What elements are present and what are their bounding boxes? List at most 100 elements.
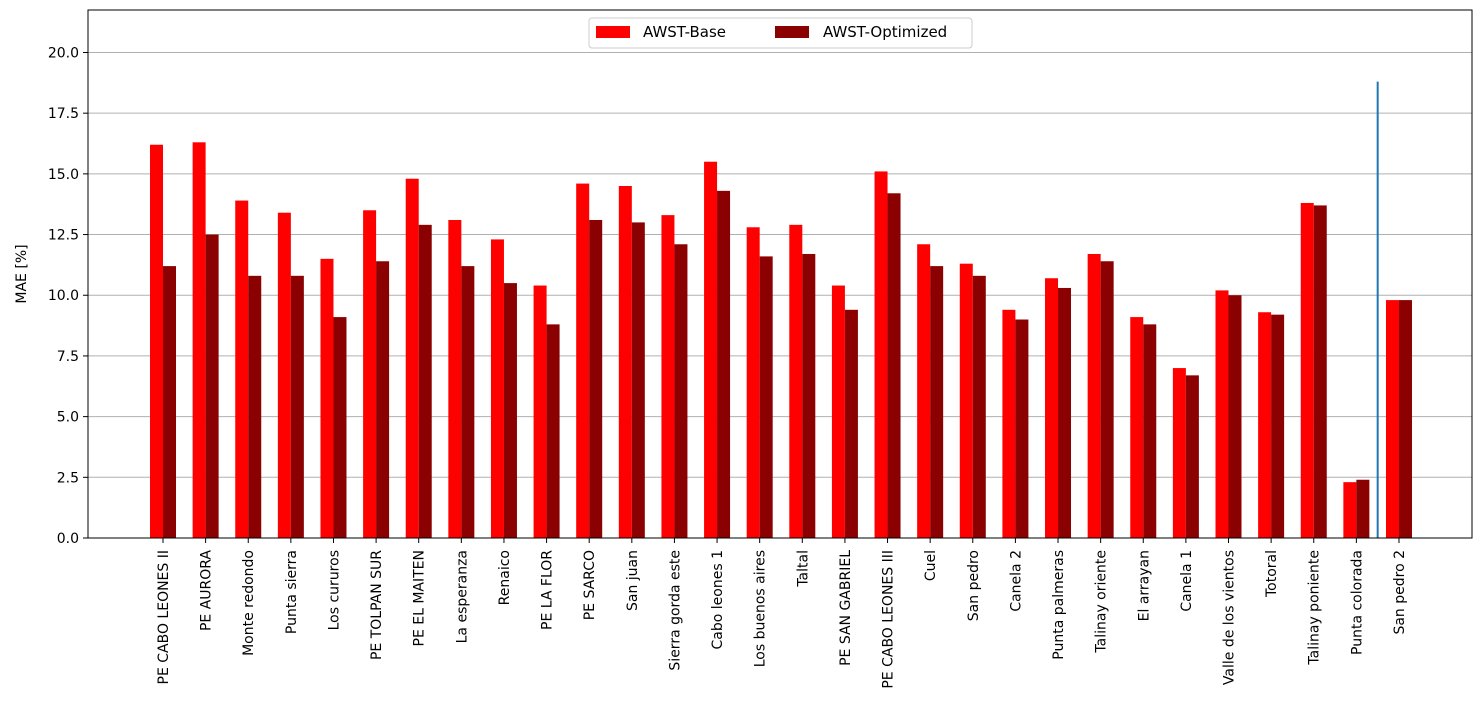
bar-awst-base — [1385, 300, 1399, 538]
bar-awst-base — [490, 239, 504, 538]
bar-awst-base — [1258, 312, 1272, 538]
y-tick-label: 5.0 — [57, 410, 79, 426]
bar-awst-optimized — [418, 224, 432, 539]
bar-awst-base — [1172, 368, 1186, 538]
bar-awst-optimized — [802, 253, 816, 538]
bar-awst-optimized — [333, 317, 347, 538]
y-tick-label: 20.0 — [48, 45, 79, 61]
bar-awst-base — [448, 219, 462, 538]
x-tick-label: Canela 1 — [1179, 550, 1195, 612]
y-tick-label: 7.5 — [57, 349, 79, 365]
x-tick-label: Cuel — [923, 550, 939, 581]
legend-label-awst-optimized: AWST-Optimized — [823, 23, 947, 41]
x-tick-label: Talinay oriente — [1094, 550, 1110, 654]
bar-awst-optimized — [376, 261, 390, 538]
bar-awst-optimized — [589, 219, 603, 538]
bar-awst-base — [1343, 482, 1357, 538]
x-tick-label: Talinay poniente — [1307, 550, 1323, 666]
x-tick-label: Punta sierra — [284, 550, 300, 634]
x-tick-label: PE AURORA — [199, 550, 215, 631]
bar-awst-base — [874, 171, 888, 538]
x-tick-label: Taltal — [795, 550, 811, 588]
y-axis-label: MAE [%] — [14, 244, 30, 303]
x-tick-label: PE SAN GABRIEL — [838, 550, 854, 666]
x-tick-label: Valle de los vientos — [1222, 550, 1238, 685]
bar-awst-optimized — [844, 309, 858, 538]
x-tick-label: Renaico — [497, 550, 513, 605]
bar-awst-optimized — [1356, 479, 1370, 538]
bar-awst-optimized — [930, 266, 944, 538]
bar-awst-base — [789, 224, 803, 539]
bar-awst-optimized — [248, 275, 262, 538]
bar-awst-base — [1215, 290, 1229, 538]
x-tick-label: Punta colorada — [1349, 550, 1365, 655]
x-tick-label: PE SARCO — [582, 550, 598, 620]
bars — [150, 142, 1412, 539]
x-tick-label: Totoral — [1264, 550, 1280, 598]
bar-awst-optimized — [503, 283, 517, 538]
x-tick-label: San juan — [625, 550, 641, 611]
bar-awst-optimized — [1271, 314, 1285, 538]
bar-awst-optimized — [1143, 324, 1157, 538]
bar-awst-base — [1087, 253, 1101, 538]
x-tick-label: Punta palmeras — [1051, 550, 1067, 660]
x-tick-label: PE LA FLOR — [540, 550, 556, 630]
y-tick-label: 10.0 — [48, 288, 79, 304]
x-tick-label: La esperanza — [454, 550, 470, 643]
bar-awst-base — [533, 285, 547, 538]
bar-awst-optimized — [1058, 287, 1072, 538]
x-tick-label: Cabo leones 1 — [710, 550, 726, 649]
bar-awst-optimized — [1313, 205, 1327, 538]
y-tick-label: 2.5 — [57, 470, 79, 486]
bar-awst-base — [661, 215, 675, 538]
bar-awst-optimized — [205, 234, 219, 538]
bar-awst-base — [1045, 278, 1059, 538]
bar-awst-base — [320, 258, 334, 538]
x-tick-label: Sierra gorda este — [667, 550, 683, 671]
y-tick-label: 15.0 — [48, 167, 79, 183]
x-tick-label: Canela 2 — [1008, 550, 1024, 612]
bar-awst-optimized — [1398, 300, 1412, 538]
x-tick-label: PE TOLPAN SUR — [369, 550, 385, 660]
x-tick-label: Los buenos aires — [753, 550, 769, 667]
x-tick-label: PE CABO LEONES III — [881, 550, 897, 689]
bar-awst-optimized — [887, 193, 901, 538]
bar-awst-base — [1300, 202, 1314, 538]
bar-awst-optimized — [1228, 295, 1242, 538]
legend: AWST-Base AWST-Optimized — [588, 17, 973, 49]
bar-awst-base — [1130, 317, 1144, 538]
bar-awst-base — [363, 210, 377, 538]
legend-swatch-awst-base — [596, 26, 630, 38]
x-tick-label: El arrayan — [1136, 550, 1152, 621]
bar-awst-base — [235, 200, 249, 538]
bar-awst-optimized — [290, 275, 304, 538]
bar-awst-base — [192, 142, 206, 538]
bar-awst-base — [704, 161, 718, 539]
x-tick-label: PE EL MAITEN — [412, 550, 428, 647]
bar-awst-base — [917, 244, 931, 538]
y-axis-ticks: 0.0 2.5 5.0 7.5 10.0 12.5 15.0 17.5 20.0 — [48, 45, 88, 547]
legend-swatch-awst-optimized — [775, 26, 809, 38]
bar-awst-optimized — [1100, 261, 1114, 538]
y-tick-label: 17.5 — [48, 106, 79, 122]
y-tick-label: 12.5 — [48, 228, 79, 244]
x-tick-label: San pedro 2 — [1392, 550, 1408, 635]
bar-awst-optimized — [759, 256, 773, 538]
bar-awst-optimized — [631, 222, 645, 538]
bar-awst-base — [576, 183, 590, 538]
legend-label-awst-base: AWST-Base — [643, 23, 726, 41]
bar-awst-base — [959, 263, 973, 538]
x-tick-label: San pedro — [966, 550, 982, 621]
bar-awst-base — [831, 285, 845, 538]
bar-awst-optimized — [163, 266, 176, 538]
plot-frame — [87, 9, 1473, 539]
bar-awst-base — [1002, 309, 1016, 538]
bar-awst-base — [405, 178, 419, 539]
bar-awst-base — [746, 227, 760, 538]
x-axis-ticks: PE CABO LEONES II PE AURORA Monte redondo P… — [156, 538, 1408, 689]
x-tick-label: Monte redondo — [241, 550, 257, 656]
bar-awst-base — [277, 212, 291, 539]
bar-awst-base — [618, 186, 632, 538]
